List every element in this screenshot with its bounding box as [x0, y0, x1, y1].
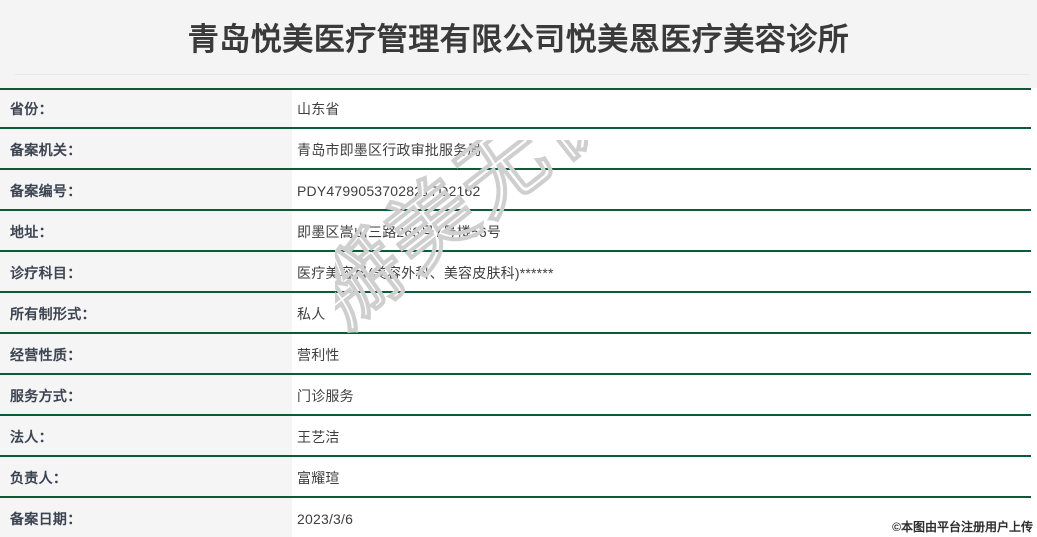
table-row: 诊疗科目： 医疗美容科(美容外科、美容皮肤科)******	[0, 252, 1037, 293]
table-row: 法人： 王艺洁	[0, 416, 1037, 457]
page-header: 青岛悦美医疗管理有限公司悦美恩医疗美容诊所	[0, 0, 1037, 88]
table-row: 备案日期： 2023/3/6	[0, 498, 1037, 537]
table-row: 省份： 山东省	[0, 88, 1037, 129]
row-label: 服务方式：	[0, 375, 292, 416]
upload-credit-notice: ©本图由平台注册用户上传	[892, 520, 1033, 534]
table-row: 所有制形式： 私人	[0, 293, 1037, 334]
row-value: 医疗美容科(美容外科、美容皮肤科)******	[292, 252, 1037, 293]
row-value: 私人	[292, 293, 1037, 334]
row-label: 诊疗科目：	[0, 252, 292, 293]
table-row: 负责人： 富耀瑄	[0, 457, 1037, 498]
header-divider	[15, 74, 1029, 75]
table-row: 服务方式： 门诊服务	[0, 375, 1037, 416]
row-label: 备案编号：	[0, 170, 292, 211]
row-value: PDY47990537028217D2162	[292, 170, 1037, 211]
table-row: 备案编号： PDY47990537028217D2162	[0, 170, 1037, 211]
row-value: 即墨区嵩山三路268号7号楼56号	[292, 211, 1037, 252]
record-info-table: 省份： 山东省 备案机关： 青岛市即墨区行政审批服务局 备案编号： PDY479…	[0, 88, 1037, 537]
row-value: 王艺洁	[292, 416, 1037, 457]
row-value: 青岛市即墨区行政审批服务局	[292, 129, 1037, 170]
row-label: 法人：	[0, 416, 292, 457]
row-label: 备案日期：	[0, 498, 292, 537]
row-value: 门诊服务	[292, 375, 1037, 416]
row-label: 地址：	[0, 211, 292, 252]
row-value: 山东省	[292, 88, 1037, 129]
table-row: 地址： 即墨区嵩山三路268号7号楼56号	[0, 211, 1037, 252]
row-label: 备案机关：	[0, 129, 292, 170]
table-row: 备案机关： 青岛市即墨区行政审批服务局	[0, 129, 1037, 170]
row-label: 所有制形式：	[0, 293, 292, 334]
table-row: 经营性质： 营利性	[0, 334, 1037, 375]
row-value: 富耀瑄	[292, 457, 1037, 498]
row-value: 营利性	[292, 334, 1037, 375]
row-label: 经营性质：	[0, 334, 292, 375]
page-title: 青岛悦美医疗管理有限公司悦美恩医疗美容诊所	[187, 21, 850, 57]
row-label: 省份：	[0, 88, 292, 129]
row-value: 2023/3/6	[292, 498, 1037, 537]
row-label: 负责人：	[0, 457, 292, 498]
